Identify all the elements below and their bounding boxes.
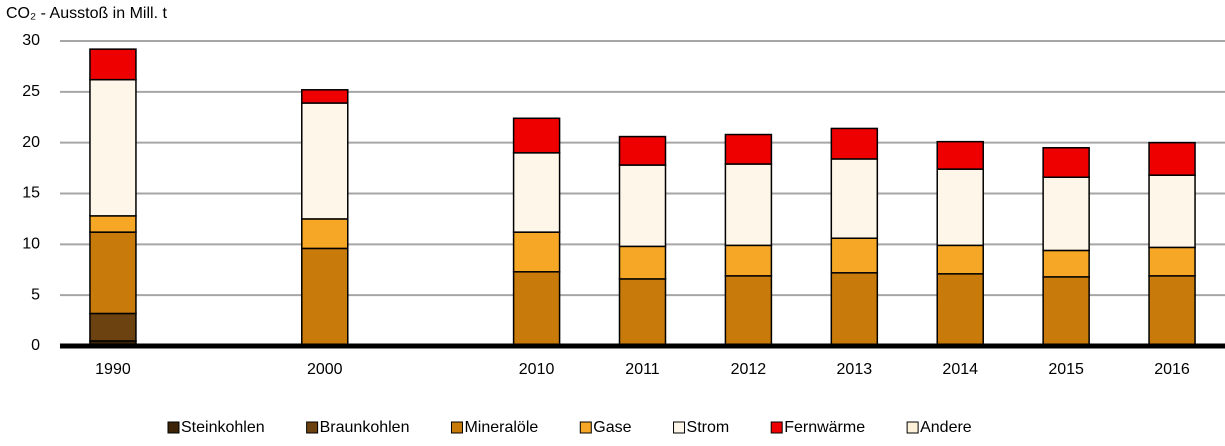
bar-segment: [724, 244, 773, 277]
bar-segment: [1148, 246, 1196, 277]
bar-segment: [301, 89, 349, 104]
legend-label: Gase: [593, 419, 631, 436]
bar-segment: [936, 168, 984, 247]
x-tick-label: 2010: [519, 361, 555, 378]
bar-segment: [512, 152, 561, 233]
y-tick-label: 10: [22, 236, 40, 253]
legend-label: Strom: [687, 419, 730, 436]
x-tick-label: 2013: [837, 361, 873, 378]
legend-swatch: [673, 421, 686, 434]
y-tick-label: 30: [22, 32, 40, 49]
bar-segment: [89, 215, 137, 233]
legend-label: Andere: [920, 419, 972, 436]
y-tick-label: 20: [22, 134, 40, 151]
y-tick-label: 5: [31, 286, 40, 303]
bar-segment: [830, 158, 879, 239]
bar-segment: [830, 127, 879, 160]
bar-segment: [1042, 276, 1090, 347]
bar-segment: [512, 271, 561, 347]
bar-segment: [618, 164, 667, 248]
legend-swatch: [770, 421, 783, 434]
bar-segment: [618, 135, 667, 166]
legend-swatch: [450, 421, 463, 434]
legend-swatch: [306, 421, 319, 434]
y-tick-label: 15: [22, 185, 40, 202]
bar-segment: [89, 312, 137, 342]
bar-segment: [1042, 176, 1090, 252]
bar-segment: [936, 244, 984, 275]
bar-segment: [512, 231, 561, 273]
bar-segment: [936, 140, 984, 170]
bar-segment: [1148, 174, 1196, 249]
bar-segment: [1148, 141, 1196, 176]
bar-segment: [618, 278, 667, 347]
x-tick-label: 2012: [731, 361, 767, 378]
legend-swatch: [167, 421, 180, 434]
bar-segment: [89, 231, 137, 315]
legend-label: Braunkohlen: [320, 419, 410, 436]
bar-segment: [830, 272, 879, 347]
bar-segment: [89, 78, 137, 217]
y-axis-label: CO₂ - Ausstoß in Mill. t: [6, 5, 167, 22]
bar-segment: [1042, 147, 1090, 178]
bar-segment: [1042, 249, 1090, 278]
bar-segment: [301, 247, 349, 347]
x-tick-label: 1990: [95, 361, 131, 378]
bar-segment: [936, 273, 984, 347]
bar-segment: [830, 237, 879, 274]
bar-segment: [1148, 275, 1196, 347]
bar-segment: [301, 218, 349, 250]
x-tick-label: 2011: [625, 361, 660, 378]
bar-segment: [618, 245, 667, 280]
y-tick-label: 25: [22, 83, 40, 100]
bar-segment: [89, 48, 137, 81]
legend-label: Steinkohlen: [181, 419, 265, 436]
x-tick-label: 2015: [1048, 361, 1084, 378]
x-tick-label: 2014: [942, 361, 978, 378]
bar-segment: [724, 163, 773, 247]
legend-label: Mineralöle: [464, 419, 538, 436]
x-tick-label: 2000: [307, 361, 343, 378]
bar-segment: [301, 102, 349, 220]
legend-swatch: [906, 421, 919, 434]
x-tick-label: 2016: [1154, 361, 1190, 378]
legend-label: Fernwärme: [784, 419, 865, 436]
bar-segment: [724, 133, 773, 165]
bar-segment: [724, 275, 773, 347]
legend-swatch: [579, 421, 592, 434]
y-tick-label: 0: [31, 337, 40, 354]
bar-segment: [512, 117, 561, 154]
